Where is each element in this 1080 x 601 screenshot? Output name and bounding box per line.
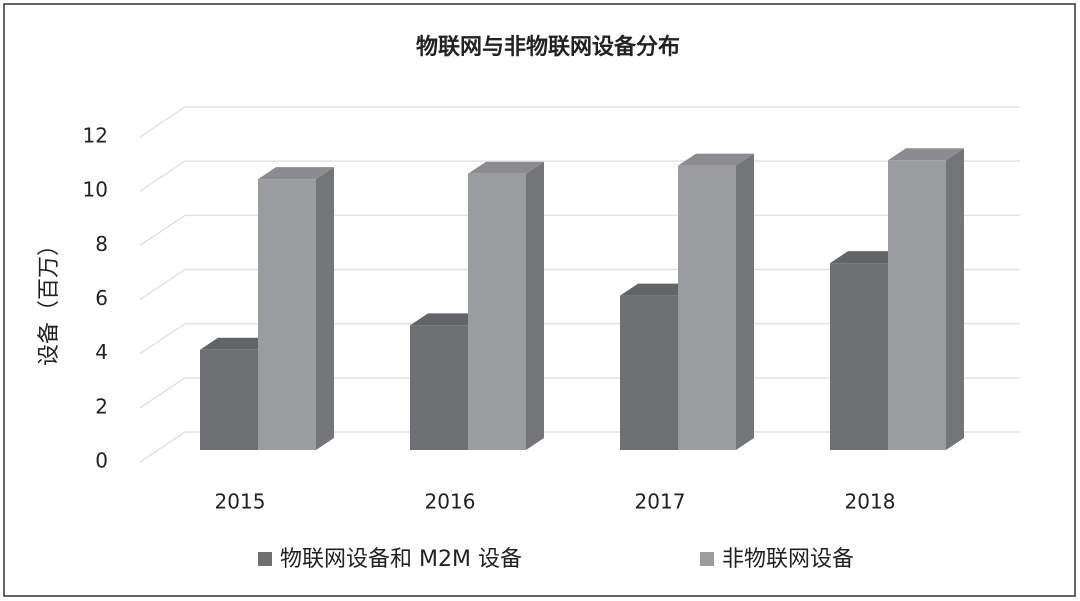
bar-face xyxy=(526,161,544,450)
bar-face xyxy=(468,173,526,450)
bar-face xyxy=(620,283,696,296)
bar-face xyxy=(736,153,754,450)
bar-face xyxy=(200,337,276,350)
bar-face xyxy=(258,179,316,450)
y-tick-label: 0 xyxy=(95,449,108,473)
bar-face xyxy=(830,263,888,450)
chart-title: 物联网与非物联网设备分布 xyxy=(416,34,680,60)
bar-face xyxy=(316,167,334,450)
bar-face xyxy=(678,165,736,450)
y-tick-label: 2 xyxy=(95,394,108,418)
y-tick-label: 4 xyxy=(95,340,108,364)
x-tick-label: 2018 xyxy=(845,490,896,514)
grid-line xyxy=(139,106,1020,138)
x-tick-label: 2015 xyxy=(215,490,266,514)
bar-face xyxy=(888,148,964,161)
bar-face xyxy=(258,167,334,180)
legend-label: 物联网设备和 M2M 设备 xyxy=(280,547,522,572)
bar-face xyxy=(620,295,678,450)
y-tick-label: 10 xyxy=(83,178,108,202)
bar xyxy=(678,153,754,450)
bar-face xyxy=(200,349,258,450)
y-tick-label: 8 xyxy=(95,232,108,256)
bar-face xyxy=(410,325,468,450)
bar-face xyxy=(888,160,946,451)
bar xyxy=(258,167,334,450)
x-tick-label: 2016 xyxy=(425,490,476,514)
legend-marker xyxy=(700,552,714,566)
y-tick-label: 12 xyxy=(83,124,108,148)
x-tick-label: 2017 xyxy=(635,490,686,514)
y-axis-label: 设备（百万） xyxy=(37,234,62,366)
bar-face xyxy=(830,251,906,264)
bar xyxy=(468,161,544,450)
bar-face xyxy=(468,161,544,174)
bar-face xyxy=(678,153,754,166)
legend-marker xyxy=(258,552,272,566)
bar xyxy=(888,148,964,451)
bar-face xyxy=(946,148,964,451)
bar-face xyxy=(410,313,486,326)
legend-label: 非物联网设备 xyxy=(722,547,854,572)
y-tick-label: 6 xyxy=(95,286,108,310)
